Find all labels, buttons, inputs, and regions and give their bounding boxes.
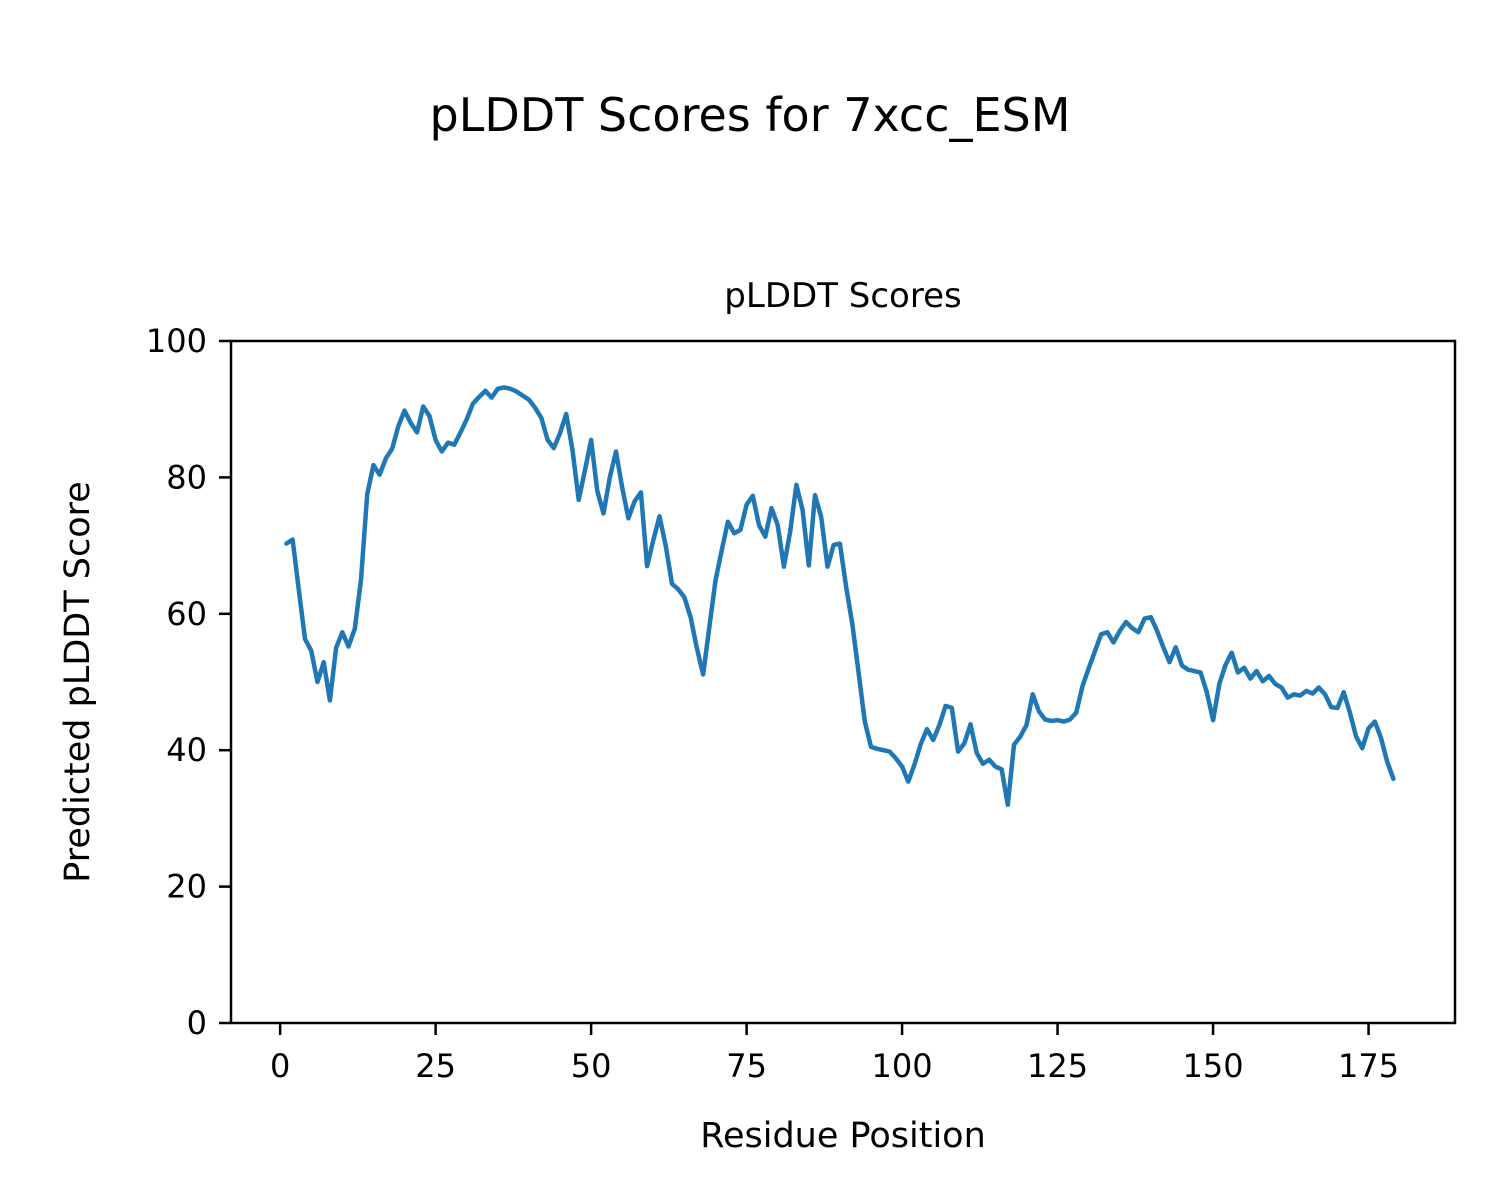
y-tick-label: 40 xyxy=(166,731,207,769)
y-tick-label: 0 xyxy=(187,1004,207,1042)
x-tick-label: 125 xyxy=(1027,1047,1088,1085)
y-tick-label: 20 xyxy=(166,868,207,906)
plddt-line xyxy=(284,385,1396,808)
x-tick-label: 175 xyxy=(1338,1047,1399,1085)
x-tick-label: 50 xyxy=(571,1047,612,1085)
y-axis-label: Predicted pLDDT Score xyxy=(58,481,98,883)
x-tick-label: 150 xyxy=(1183,1047,1244,1085)
x-tick-label: 25 xyxy=(415,1047,456,1085)
x-tick-label: 0 xyxy=(270,1047,290,1085)
axes-spines xyxy=(229,339,1457,1025)
y-tick-label: 60 xyxy=(166,595,207,633)
figure-title: pLDDT Scores for 7xcc_ESM xyxy=(429,88,1071,142)
y-tick-label: 80 xyxy=(166,458,207,496)
axes-title: pLDDT Scores xyxy=(724,276,962,316)
y-tick-label: 100 xyxy=(146,322,207,360)
x-axis-label: Residue Position xyxy=(700,1116,986,1156)
x-tick-label: 75 xyxy=(726,1047,767,1085)
x-tick-label: 100 xyxy=(872,1047,933,1085)
